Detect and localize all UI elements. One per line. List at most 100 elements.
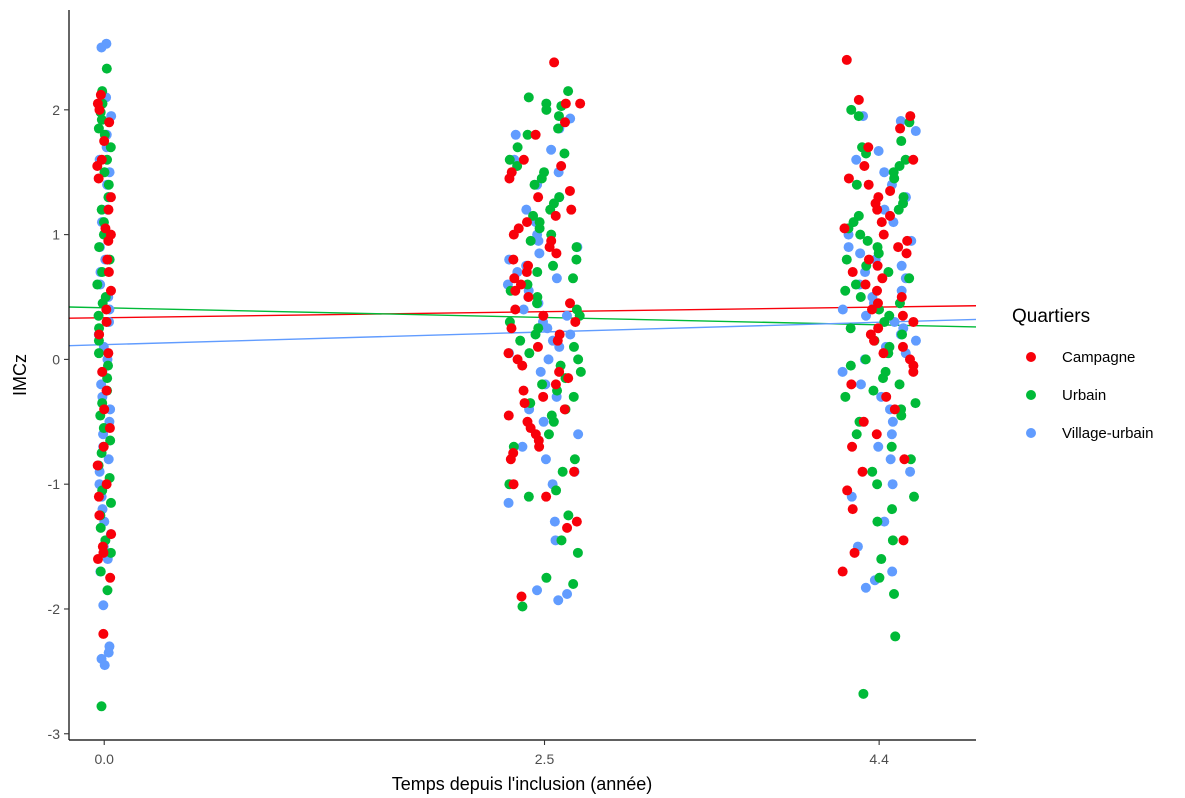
- point-village-urbain-2-38: [885, 454, 896, 465]
- point-urbain-1-51: [543, 429, 554, 440]
- point-village-urbain-2-12: [843, 242, 854, 253]
- point-village-urbain-0-30: [103, 454, 114, 465]
- point-urbain-2-49: [886, 441, 897, 452]
- point-campagne-2-13: [885, 210, 896, 221]
- legend-entries: Campagne Urbain Village-urbain: [1026, 349, 1153, 442]
- axis-ticks: 0.0 2.5 4.4 -3 -2 -1 0 1 2: [48, 102, 890, 767]
- point-urbain-2-0: [846, 104, 857, 115]
- point-campagne-1-26: [565, 298, 575, 309]
- point-urbain-1-42: [575, 366, 586, 377]
- point-urbain-0-41: [95, 566, 106, 577]
- point-campagne-1-15: [508, 229, 519, 240]
- point-urbain-2-41: [894, 379, 905, 390]
- point-urbain-2-25: [850, 279, 861, 290]
- point-campagne-2-6: [859, 160, 870, 171]
- point-campagne-2-17: [902, 235, 913, 246]
- point-campagne-1-17: [544, 242, 555, 253]
- point-village-urbain-2-22: [837, 304, 848, 315]
- point-village-urbain-1-35: [538, 416, 549, 427]
- point-urbain-1-22: [525, 235, 536, 246]
- point-campagne-1-37: [554, 366, 565, 377]
- point-urbain-2-53: [909, 491, 920, 502]
- legend: Quartiers Campagne Urbain Village-urbain: [1012, 306, 1153, 442]
- point-campagne-1-29: [570, 316, 581, 327]
- point-campagne-1-2: [560, 98, 571, 109]
- point-urbain-2-20: [873, 248, 884, 259]
- point-urbain-2-61: [858, 688, 869, 699]
- point-campagne-2-12: [872, 204, 883, 215]
- point-campagne-1-10: [533, 192, 544, 203]
- point-campagne-2-33: [869, 335, 879, 346]
- point-campagne-2-43: [871, 429, 882, 440]
- point-urbain-1-63: [517, 601, 528, 612]
- point-village-urbain-2-23: [861, 310, 871, 321]
- point-campagne-1-40: [518, 385, 529, 396]
- point-urbain-1-50: [548, 416, 559, 427]
- point-village-urbain-2-13: [855, 248, 866, 259]
- point-village-urbain-1-38: [540, 454, 551, 465]
- point-campagne-1-53: [508, 479, 519, 490]
- point-campagne-1-42: [519, 398, 530, 409]
- point-urbain-1-1: [523, 92, 534, 103]
- point-campagne-0-13: [102, 254, 113, 265]
- point-campagne-1-44: [503, 410, 514, 421]
- point-urbain-2-60: [890, 631, 901, 642]
- point-urbain-2-18: [862, 235, 873, 246]
- point-urbain-1-27: [568, 273, 579, 284]
- point-village-urbain-1-41: [503, 497, 514, 508]
- point-campagne-0-18: [94, 329, 105, 340]
- point-campagne-1-34: [503, 348, 514, 359]
- point-urbain-0-38: [95, 522, 106, 533]
- point-campagne-2-48: [847, 504, 858, 515]
- point-urbain-0-9: [99, 167, 110, 178]
- point-urbain-1-26: [532, 267, 543, 278]
- point-urbain-2-37: [860, 354, 871, 365]
- point-urbain-0-31: [105, 435, 116, 446]
- point-campagne-1-43: [559, 404, 570, 415]
- point-campagne-2-9: [885, 185, 896, 196]
- point-campagne-1-25: [523, 292, 534, 303]
- point-urbain-1-54: [557, 466, 568, 477]
- point-campagne-2-35: [878, 348, 889, 359]
- point-campagne-0-27: [93, 491, 104, 502]
- point-village-urbain-1-36: [573, 429, 584, 440]
- point-village-urbain-2-5: [879, 167, 890, 178]
- point-campagne-2-26: [896, 292, 907, 303]
- point-urbain-2-40: [878, 373, 889, 384]
- point-urbain-1-14: [529, 179, 540, 190]
- point-campagne-2-27: [872, 298, 883, 309]
- point-village-urbain-1-26: [565, 329, 576, 340]
- point-urbain-1-59: [556, 535, 567, 546]
- point-campagne-0-0: [95, 89, 106, 100]
- point-urbain-0-7: [105, 142, 116, 153]
- point-urbain-1-44: [537, 379, 548, 390]
- point-campagne-2-28: [867, 304, 877, 315]
- point-urbain-2-52: [872, 479, 883, 490]
- point-campagne-0-34: [98, 628, 109, 639]
- point-campagne-0-4: [99, 136, 110, 147]
- point-village-urbain-2-42: [879, 516, 890, 527]
- point-village-urbain-2-46: [860, 582, 871, 593]
- point-campagne-2-20: [863, 254, 874, 265]
- point-campagne-0-15: [105, 285, 116, 296]
- point-urbain-1-60: [572, 547, 583, 558]
- point-campagne-2-7: [843, 173, 854, 184]
- point-urbain-2-51: [867, 466, 878, 477]
- point-campagne-2-42: [858, 416, 869, 427]
- y-tick-label-1: -2: [48, 601, 61, 617]
- point-campagne-1-0: [549, 57, 560, 68]
- point-campagne-2-2: [905, 111, 916, 122]
- legend-label-urbain: Urbain: [1062, 387, 1106, 404]
- point-urbain-1-58: [563, 510, 574, 521]
- x-axis-title: Temps depuis l'inclusion (année): [392, 774, 653, 794]
- point-village-urbain-1-46: [553, 595, 564, 606]
- point-urbain-2-58: [874, 572, 885, 583]
- point-village-urbain-2-36: [886, 429, 897, 440]
- y-tick-label-4: 1: [52, 227, 60, 243]
- point-village-urbain-2-37: [873, 441, 884, 452]
- point-campagne-0-9: [103, 204, 114, 215]
- point-village-urbain-0-42: [103, 647, 114, 658]
- point-urbain-2-10: [851, 179, 862, 190]
- point-urbain-1-4: [541, 104, 552, 115]
- point-urbain-0-36: [105, 497, 116, 508]
